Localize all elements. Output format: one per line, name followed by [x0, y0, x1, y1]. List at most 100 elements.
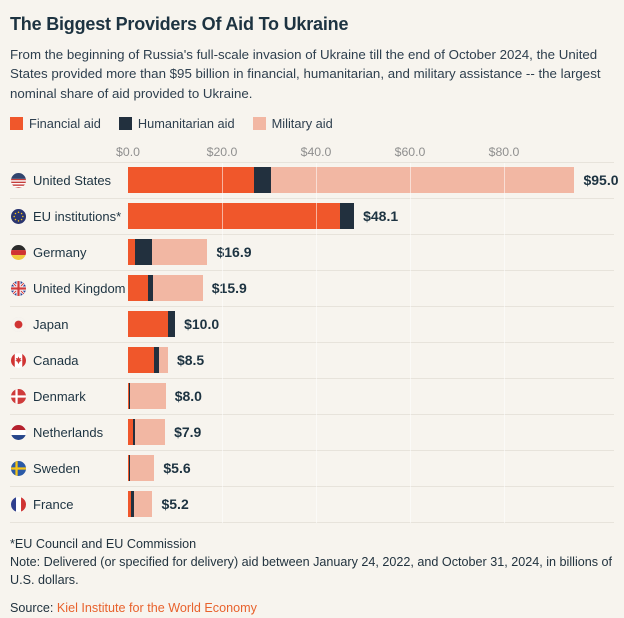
chart-row-netherlands: Netherlands $7.9 — [10, 415, 614, 451]
stacked-bar — [128, 311, 176, 338]
legend-label: Humanitarian aid — [137, 115, 235, 131]
financial-aid-segment — [128, 167, 254, 194]
x-axis: $0.0 $20.0 $40.0 $60.0 $80.0 — [116, 144, 614, 162]
humanitarian-aid-segment — [128, 455, 131, 482]
legend-item-military: Military aid — [252, 115, 333, 131]
financial-aid-segment — [128, 203, 340, 230]
stacked-bar — [128, 167, 575, 194]
financial-aid-swatch-icon — [10, 116, 23, 130]
x-axis-tick: $20.0 — [206, 144, 238, 159]
financial-aid-segment — [128, 455, 129, 482]
military-aid-segment — [153, 275, 203, 302]
stacked-bar — [128, 419, 166, 446]
humanitarian-aid-segment — [135, 239, 152, 266]
page-title: The Biggest Providers Of Aid To Ukraine — [10, 14, 349, 34]
country-label: France — [33, 496, 74, 512]
x-axis-tick: $0.0 — [116, 144, 140, 159]
chart-row-united-states: United States $95.0 — [10, 163, 619, 199]
sweden-flag-icon — [11, 460, 26, 476]
chart-row-france: France $5.2 — [10, 487, 614, 523]
country-label: Netherlands — [33, 424, 104, 440]
military-aid-segment — [270, 167, 575, 194]
legend-label: Financial aid — [29, 115, 101, 131]
bar-value-label: $5.2 — [161, 496, 189, 513]
humanitarian-aid-segment — [128, 383, 131, 410]
chart-rows: United States $95.0 EU institutions* — [10, 161, 619, 523]
chart-row-japan: Japan $10.0 — [10, 307, 614, 343]
x-axis-tick: $40.0 — [300, 144, 332, 159]
x-axis-tick: $60.0 — [394, 144, 426, 159]
military-aid-segment — [151, 239, 208, 266]
chart-footer: *EU Council and EU Commission Note: Deli… — [10, 536, 614, 618]
chart-row-canada: Canada $8.5 — [10, 343, 614, 379]
stacked-bar — [128, 203, 355, 230]
united-kingdom-flag-icon — [11, 280, 26, 296]
financial-aid-segment — [128, 275, 149, 302]
stacked-bar — [128, 347, 168, 374]
country-label: EU institutions* — [33, 208, 122, 224]
humanitarian-aid-segment — [148, 275, 154, 302]
netherlands-flag-icon — [11, 424, 26, 440]
stacked-bar — [128, 275, 203, 302]
country-label: Germany — [33, 244, 87, 260]
financial-aid-segment — [128, 239, 136, 266]
financial-aid-segment — [128, 491, 132, 518]
legend-label: Military aid — [271, 115, 333, 131]
eu-flag-icon — [11, 208, 26, 224]
france-flag-icon — [11, 496, 26, 512]
country-label: United States — [33, 172, 112, 188]
humanitarian-aid-segment — [131, 491, 134, 518]
country-label: United Kingdom — [33, 280, 126, 296]
source-label: Source: — [10, 601, 54, 616]
country-label: Canada — [33, 352, 79, 368]
methodology-note: Note: Delivered (or specified for delive… — [10, 554, 613, 587]
bar-value-label: $5.6 — [163, 460, 191, 477]
source-line: Source: Kiel Institute for the World Eco… — [10, 600, 614, 618]
stacked-bar — [128, 491, 153, 518]
humanitarian-aid-segment — [168, 311, 176, 338]
canada-flag-icon — [11, 352, 26, 368]
stacked-bar — [128, 239, 208, 266]
stacked-bar — [128, 383, 166, 410]
military-aid-segment — [135, 419, 166, 446]
bar-value-label: $8.0 — [174, 388, 202, 405]
bar-value-label: $16.9 — [216, 244, 252, 261]
country-label: Sweden — [33, 460, 80, 476]
bar-value-label: $10.0 — [184, 316, 220, 333]
humanitarian-aid-segment — [153, 347, 159, 374]
bar-value-label: $48.1 — [363, 208, 399, 225]
chart-row-sweden: Sweden $5.6 — [10, 451, 614, 487]
stacked-bar — [128, 455, 155, 482]
financial-aid-segment — [128, 419, 133, 446]
humanitarian-aid-segment — [340, 203, 355, 230]
germany-flag-icon — [11, 244, 26, 260]
x-axis-tick: $80.0 — [488, 144, 520, 159]
legend-item-financial: Financial aid — [10, 116, 101, 131]
military-aid-segment — [130, 455, 155, 482]
financial-aid-segment — [128, 311, 168, 338]
eu-footnote: *EU Council and EU Commission — [10, 536, 197, 551]
source-link[interactable]: Kiel Institute for the World Economy — [56, 601, 257, 616]
bar-value-label: $95.0 — [583, 172, 619, 189]
humanitarian-aid-segment — [132, 419, 136, 446]
bar-value-label: $8.5 — [176, 352, 205, 369]
denmark-flag-icon — [11, 388, 26, 404]
united-states-flag-icon — [11, 172, 26, 188]
humanitarian-aid-segment — [254, 167, 271, 194]
humanitarian-aid-swatch-icon — [118, 116, 132, 130]
japan-flag-icon — [11, 316, 26, 332]
chart-legend: Financial aid Humanitarian aid Military … — [10, 116, 614, 131]
bar-value-label: $7.9 — [174, 424, 202, 441]
country-label: Denmark — [33, 388, 86, 404]
military-aid-swatch-icon — [252, 116, 266, 130]
legend-item-humanitarian: Humanitarian aid — [118, 115, 235, 131]
financial-aid-segment — [128, 383, 129, 410]
stacked-bar-chart: $0.0 $20.0 $40.0 $60.0 $80.0 United Stat… — [10, 144, 619, 523]
military-aid-segment — [133, 491, 153, 518]
bar-value-label: $15.9 — [211, 280, 247, 297]
chart-row-eu-institutions: EU institutions* $48.1 — [10, 199, 614, 235]
chart-row-germany: Germany $16.9 — [10, 235, 614, 271]
chart-row-denmark: Denmark $8.0 — [10, 379, 614, 415]
chart-row-united-kingdom: United Kingdom $15.9 — [10, 271, 614, 307]
